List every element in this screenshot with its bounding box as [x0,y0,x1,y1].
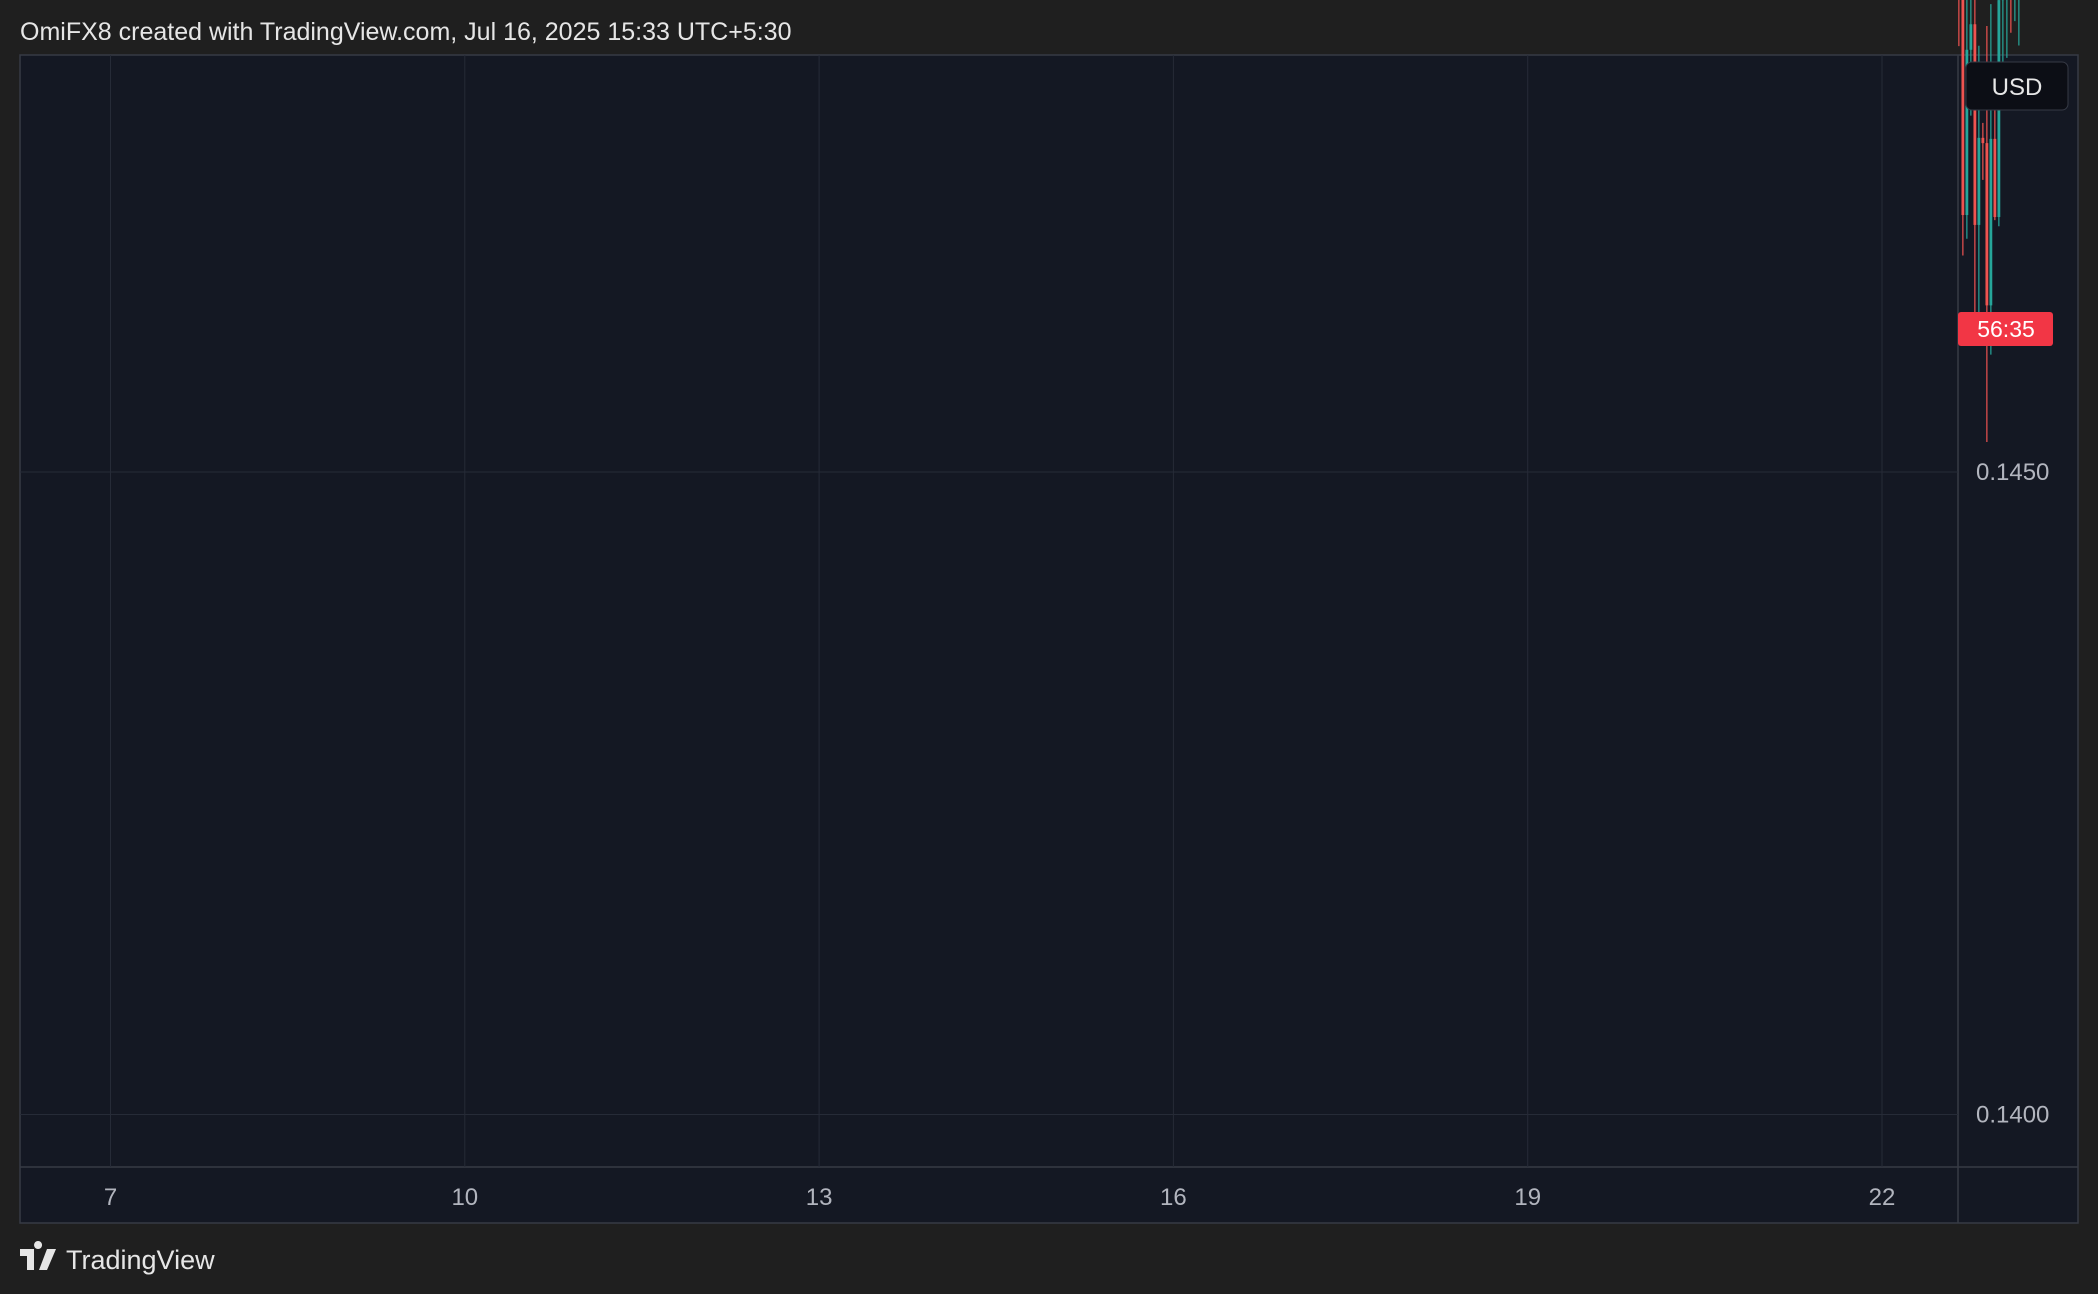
price-axis-ticks: 0.14000.14500.15000.15500.16000.16500.17… [1976,459,2049,1129]
currency-label: USD [1992,74,2043,101]
time-tick-label: 22 [1869,1184,1896,1211]
time-tick-label: 7 [104,1184,117,1211]
brand-label: TradingView [66,1245,215,1275]
time-tick-label: 13 [806,1184,833,1211]
candle-body [1965,49,1969,216]
candle-body [1985,143,1989,306]
time-tick-label: 10 [451,1184,478,1211]
plot-border [19,54,2079,1224]
countdown-label: 56:35 [1977,316,2035,342]
grid [20,55,1958,1167]
price-axis-area [1958,55,2078,1223]
tv-logo-icon [20,1241,56,1270]
time-tick-label: 16 [1160,1184,1187,1211]
price-tick-label: 0.1450 [1976,459,2049,486]
candle-body [1989,138,1993,306]
time-tick-label: 19 [1514,1184,1541,1211]
candle-body [1977,137,1981,225]
candle-body [1981,137,1985,144]
price-tick-label: 0.1400 [1976,1102,2049,1129]
countdown-badge: 56:35 [1958,312,2053,346]
countdown-badge-bg [1958,312,2053,346]
candle-body [1969,24,1973,50]
currency-button[interactable]: USD [1965,61,2069,111]
attribution-text: OmiFX8 created with TradingView.com, Jul… [20,18,791,46]
time-axis-ticks: 710131619222528Jul471013161922 [104,1184,1896,1211]
candle-body [1973,24,1977,225]
tradingview-logo[interactable]: TradingView [20,1241,215,1275]
candle-body [1961,0,1965,216]
plot-area [20,55,1958,1223]
candle-body [1993,138,1997,218]
